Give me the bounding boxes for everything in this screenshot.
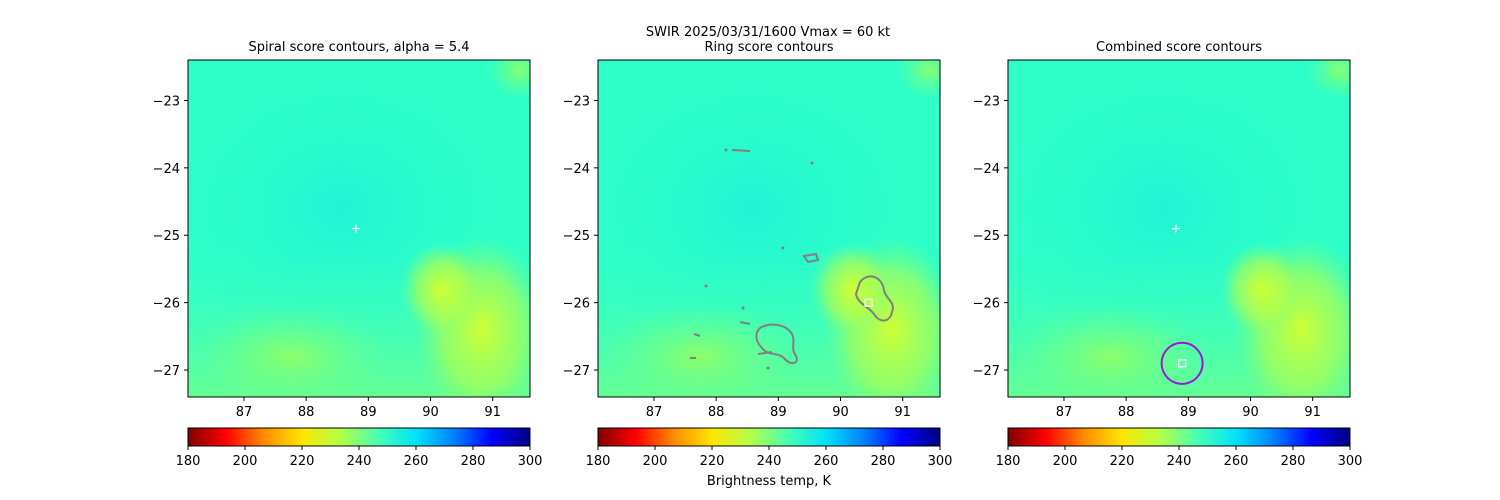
colorbar-gradient <box>188 428 530 446</box>
y-tick-label: −24 <box>153 162 180 177</box>
colorbar-2: 180 200 220 240 260 280 300 <box>586 427 953 469</box>
contour-3 <box>802 252 820 264</box>
y-tick-label: −25 <box>973 229 1000 244</box>
colorbar-tick-label: 220 <box>700 454 725 469</box>
x-tick-label: 90 <box>1242 405 1259 420</box>
contour-dot-5 <box>766 366 770 370</box>
y-tick-label: −27 <box>563 364 590 379</box>
contour-dot-1 <box>810 161 814 165</box>
y-tick-label: −23 <box>563 94 590 109</box>
y-tick-label: −25 <box>563 229 590 244</box>
panel-3: Combined score contours 87 88 89 90 91 −23 −24 −… <box>973 40 1363 469</box>
y-tick-label: −24 <box>563 162 590 177</box>
combined-ring-circle <box>1160 341 1204 385</box>
axes-frame <box>597 59 941 398</box>
axes-frame <box>1007 59 1351 398</box>
panel-title: Combined score contours <box>1096 40 1262 55</box>
colorbar-tick-label: 240 <box>1167 454 1192 469</box>
y-tick-label: −26 <box>973 297 1000 312</box>
colorbar-tick-label: 280 <box>871 454 896 469</box>
x-tick-label: 89 <box>770 405 787 420</box>
colorbar-tick-label: 280 <box>1281 454 1306 469</box>
colorbar-tick-label: 240 <box>347 454 372 469</box>
y-tick-label: −23 <box>153 94 180 109</box>
colorbar-tick-label: 180 <box>586 454 611 469</box>
colorbar-tick-label: 300 <box>1338 454 1363 469</box>
colorbar-1: 180 200 220 240 260 280 300 <box>176 427 543 469</box>
figure-suptitle: SWIR 2025/03/31/1600 Vmax = 60 kt <box>646 25 890 40</box>
y-tick-label: −25 <box>153 229 180 244</box>
brightness-temp-field <box>598 60 940 397</box>
center-plus-marker <box>1171 224 1180 233</box>
colorbar-tick-label: 260 <box>814 454 839 469</box>
colorbar-tick-label: 260 <box>1224 454 1249 469</box>
axes-frame <box>187 59 531 398</box>
x-tick-label: 88 <box>708 405 725 420</box>
x-tick-label: 90 <box>832 405 849 420</box>
colorbar-label: Brightness temp, K <box>707 474 832 489</box>
contour-dot-6 <box>724 148 728 152</box>
x-tick-label: 89 <box>1180 405 1197 420</box>
panel-title: Spiral score contours, alpha = 5.4 <box>248 40 469 55</box>
y-tick-label: −26 <box>563 297 590 312</box>
x-tick-label: 88 <box>298 405 315 420</box>
center-plus-marker <box>351 224 360 233</box>
colorbar-tick-label: 240 <box>757 454 782 469</box>
x-tick-label: 87 <box>236 405 253 420</box>
contour-7 <box>757 351 773 355</box>
y-tick-label: −27 <box>153 364 180 379</box>
contour-5 <box>693 333 701 337</box>
contour-2 <box>755 323 798 364</box>
panel-title: Ring score contours <box>704 40 833 55</box>
colorbar-tick-label: 180 <box>176 454 201 469</box>
colorbar-tick-label: 260 <box>404 454 429 469</box>
panels: Spiral score contours, alpha = 5.4 87 88 89… <box>153 40 1363 469</box>
x-tick-label: 91 <box>894 405 911 420</box>
colorbar-tick-label: 300 <box>518 454 543 469</box>
panel-2: Ring score contours 87 88 89 90 91 −23 −24 −25 −2… <box>563 40 953 469</box>
colorbar-tick-label: 220 <box>1110 454 1135 469</box>
contour-dot-3 <box>741 306 745 310</box>
y-tick-label: −23 <box>973 94 1000 109</box>
center-square-marker <box>864 298 873 307</box>
contour-8 <box>739 321 751 325</box>
y-tick-label: −26 <box>153 297 180 312</box>
colorbar-tick-label: 220 <box>290 454 315 469</box>
colorbar-gradient <box>598 428 940 446</box>
x-tick-label: 91 <box>1304 405 1321 420</box>
x-tick-label: 91 <box>484 405 501 420</box>
center-square-marker <box>1177 359 1187 368</box>
contour-4 <box>731 149 751 152</box>
x-tick-label: 90 <box>422 405 439 420</box>
colorbar-tick-label: 200 <box>233 454 258 469</box>
x-tick-label: 87 <box>646 405 663 420</box>
panel-1: Spiral score contours, alpha = 5.4 87 88 89… <box>153 40 543 469</box>
x-tick-label: 89 <box>360 405 377 420</box>
colorbar-3: 180 200 220 240 260 280 300 <box>996 427 1363 469</box>
colorbar-tick-label: 180 <box>996 454 1021 469</box>
colorbar-tick-label: 200 <box>643 454 668 469</box>
contour-dot-4 <box>704 284 708 288</box>
colorbar-tick-label: 280 <box>461 454 486 469</box>
y-tick-label: −27 <box>973 364 1000 379</box>
x-tick-label: 87 <box>1056 405 1073 420</box>
x-tick-label: 88 <box>1118 405 1135 420</box>
colorbar-tick-label: 200 <box>1053 454 1078 469</box>
y-tick-label: −24 <box>973 162 1000 177</box>
contour-dot-2 <box>781 246 785 250</box>
brightness-temp-field <box>188 60 530 397</box>
brightness-temp-field <box>1008 60 1350 397</box>
colorbar-gradient <box>1008 428 1350 446</box>
colorbar-tick-label: 300 <box>928 454 953 469</box>
